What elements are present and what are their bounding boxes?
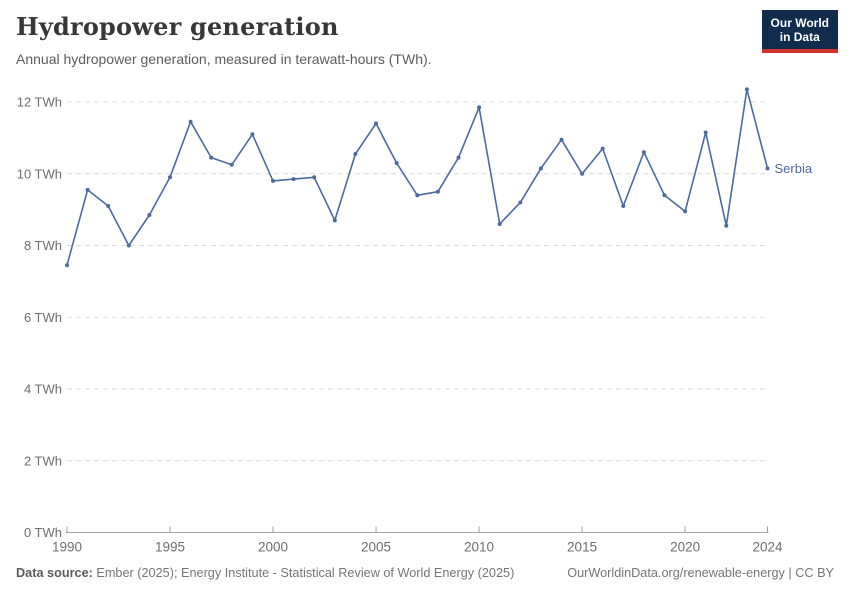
x-tick-label: 2024	[752, 540, 783, 555]
data-point-marker	[126, 243, 131, 248]
y-tick-label: 8 TWh	[24, 238, 62, 253]
x-tick-label: 2005	[361, 540, 391, 555]
data-point-marker	[662, 193, 667, 198]
y-tick-label: 4 TWh	[24, 382, 62, 397]
chart-subtitle: Annual hydropower generation, measured i…	[16, 51, 432, 67]
data-point-marker	[65, 263, 69, 268]
data-point-marker	[497, 222, 502, 226]
data-point-marker	[229, 162, 234, 167]
x-tick-label: 2015	[567, 540, 597, 555]
data-point-marker	[765, 166, 770, 171]
data-point-marker	[538, 166, 543, 171]
owid-url-license[interactable]: OurWorldinData.org/renewable-energy | CC…	[567, 566, 834, 580]
data-point-marker	[641, 150, 646, 155]
y-tick-label: 0 TWh	[24, 525, 62, 540]
data-source-label: Data source:	[16, 566, 93, 580]
data-point-marker	[621, 204, 626, 208]
line-chart: 0 TWh 2 TWh 4 TWh 6 TWh 8 TWh 10 TWh 12 TWh 199…	[17, 87, 813, 555]
x-tick-label: 2000	[258, 540, 288, 555]
data-point-marker	[271, 178, 275, 183]
data-point-marker	[353, 152, 358, 156]
x-tick-label: 2010	[464, 540, 494, 555]
x-tick-label: 1990	[52, 540, 82, 555]
owid-logo[interactable]: Our World in Data	[761, 10, 838, 53]
data-point-marker	[168, 175, 172, 180]
data-point-marker	[106, 204, 111, 208]
data-point-marker	[559, 137, 564, 142]
data-point-marker	[209, 155, 214, 160]
data-point-marker	[250, 132, 255, 137]
data-point-marker	[312, 175, 317, 180]
data-point-marker	[332, 218, 337, 223]
data-point-marker	[456, 155, 461, 160]
data-point-marker	[374, 121, 378, 126]
data-point-marker	[580, 171, 585, 176]
data-point-marker	[435, 189, 440, 194]
x-tick-label: 2020	[670, 540, 700, 555]
y-tick-label: 10 TWh	[17, 166, 62, 181]
data-point-marker	[703, 130, 708, 135]
owid-logo-line1: Our World	[770, 16, 829, 30]
entity-label-serbia: Serbia	[775, 161, 813, 176]
y-tick-label: 6 TWh	[24, 310, 62, 325]
data-point-marker	[744, 87, 749, 92]
x-tick-label: 1995	[155, 540, 185, 555]
data-point-marker	[147, 213, 152, 217]
chart-footer: Data source: Ember (2025); Energy Instit…	[16, 566, 834, 580]
data-point-marker	[683, 209, 688, 214]
data-point-marker	[724, 223, 729, 228]
data-point-marker	[85, 187, 90, 192]
data-point-marker	[188, 119, 193, 124]
y-tick-label: 12 TWh	[17, 95, 62, 110]
owid-logo-line2: in Data	[779, 30, 820, 45]
data-point-marker	[600, 146, 605, 151]
data-point-marker	[394, 161, 399, 165]
data-point-marker	[415, 193, 420, 198]
data-source-text: Ember (2025); Energy Institute - Statist…	[92, 566, 515, 580]
page-title: Hydropower generation	[16, 12, 339, 41]
data-point-marker	[477, 105, 482, 110]
y-tick-label: 2 TWh	[24, 453, 62, 468]
data-point-marker	[518, 200, 523, 205]
series-line-serbia	[66, 88, 769, 266]
data-point-marker	[291, 177, 296, 182]
data-source-note: Data source: Ember (2025); Energy Instit…	[16, 566, 514, 580]
